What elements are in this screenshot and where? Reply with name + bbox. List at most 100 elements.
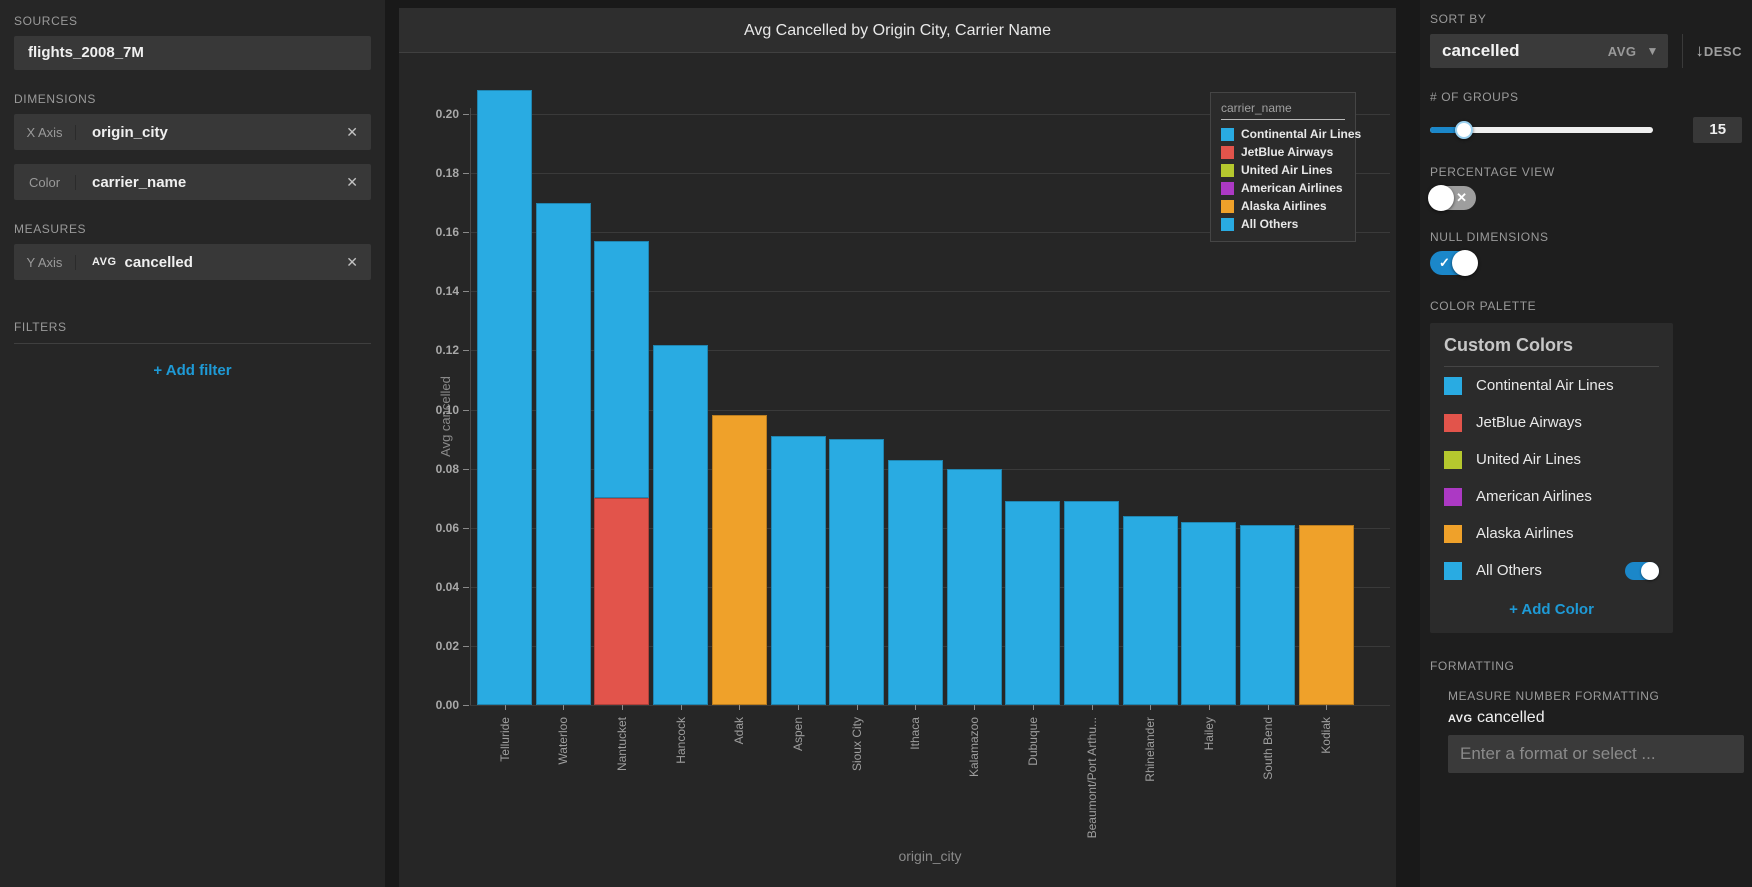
check-mark-icon: ✓ [1439, 255, 1450, 270]
x-tick-mark [856, 705, 858, 710]
x-tick-label: Kalamazoo [967, 717, 982, 778]
measure-number-formatting-label: MEASURE NUMBER FORMATTING [1448, 689, 1660, 703]
legend-item: American Airlines [1221, 181, 1345, 195]
y-tick-mark [463, 291, 469, 293]
num-groups-value: 15 [1693, 117, 1742, 143]
slider-track[interactable] [1430, 127, 1654, 133]
legend-item-label: United Air Lines [1241, 163, 1333, 177]
x-tick-mark [974, 705, 976, 710]
legend-color-swatch [1221, 217, 1234, 231]
bar-segment[interactable] [477, 90, 532, 705]
palette-color-swatch[interactable] [1444, 376, 1462, 395]
bar-segment[interactable] [829, 439, 885, 705]
legend-item-label: Alaska Airlines [1241, 199, 1327, 213]
add-filter-button[interactable]: + Add filter [153, 362, 232, 379]
bar-segment[interactable] [711, 415, 767, 705]
bar-segment[interactable] [535, 202, 591, 705]
legend-color-swatch [1221, 181, 1234, 195]
bar-chart[interactable]: Avg cancelled origin_city 0.00 0.02 0.04 0.… [399, 53, 1396, 886]
slider-fill [1430, 127, 1464, 133]
num-groups-label: # OF GROUPS [1430, 90, 1519, 104]
all-others-toggle[interactable] [1625, 561, 1659, 580]
legend-item: Alaska Airlines [1221, 199, 1345, 213]
y-tick-label: 0.16 [435, 225, 459, 240]
color-slot-label: Color [14, 174, 76, 190]
bar-segment[interactable] [594, 241, 650, 499]
legend-color-swatch [1221, 163, 1234, 177]
legend-item-label: JetBlue Airways [1241, 145, 1334, 159]
source-selector[interactable]: flights_2008_7M [14, 36, 371, 70]
chart-panel: Avg Cancelled by Origin City, Carrier Na… [399, 8, 1396, 887]
dimension-x-axis-field[interactable]: X Axis origin_city ✕ [14, 114, 371, 150]
palette-color-swatch[interactable] [1444, 487, 1462, 506]
y-tick-mark [463, 173, 469, 175]
number-format-input[interactable] [1448, 735, 1744, 773]
y-tick-mark [463, 705, 469, 706]
bar-segment[interactable] [594, 498, 650, 705]
x-tick-label: Rhinelander [1143, 717, 1158, 782]
bar-segment[interactable] [653, 344, 709, 705]
add-color-button[interactable]: + Add Color [1509, 601, 1594, 618]
x-tick-label: Hancock [673, 717, 688, 764]
legend-title-input[interactable]: carrier_name [1221, 101, 1345, 120]
gridline [470, 291, 1390, 293]
x-tick-mark [739, 705, 741, 710]
sort-direction-button[interactable]: ↓ DESC [1682, 34, 1742, 68]
legend-item-label: American Airlines [1241, 181, 1343, 195]
gridline [470, 350, 1390, 352]
percentage-view-toggle[interactable]: ✕ [1428, 185, 1476, 211]
legend-item-label: All Others [1241, 217, 1299, 231]
palette-color-swatch[interactable] [1444, 450, 1462, 469]
bar-segment[interactable] [770, 436, 826, 705]
x-axis-line [470, 705, 1390, 706]
x-tick-mark [680, 705, 682, 710]
y-tick-mark [463, 645, 469, 647]
null-dimensions-label: NULL DIMENSIONS [1430, 230, 1549, 244]
x-tick-mark [621, 705, 623, 710]
y-tick-mark [463, 468, 469, 470]
x-tick-label: Dubuque [1025, 717, 1040, 766]
palette-item-label: American Airlines [1476, 488, 1592, 505]
palette-color-swatch[interactable] [1444, 524, 1462, 543]
y-axis-slot-label: Y Axis [14, 254, 76, 270]
num-groups-slider[interactable] [1430, 121, 1654, 139]
x-tick-label: Beaumont/Port Arthu... [1084, 717, 1099, 839]
null-dimensions-toggle[interactable]: ✓ [1430, 250, 1478, 276]
bar-segment[interactable] [1298, 524, 1354, 705]
y-tick-mark [463, 232, 469, 234]
close-icon[interactable]: ✕ [346, 173, 358, 190]
chart-settings-panel: SORT BY cancelled AVG ▼ ↓ DESC # OF GROU… [1420, 0, 1752, 887]
y-tick-label: 0.04 [435, 579, 459, 594]
bar-segment[interactable] [946, 468, 1002, 705]
bar-segment[interactable] [1005, 501, 1061, 705]
palette-color-swatch[interactable] [1444, 413, 1462, 432]
legend-item: All Others [1221, 217, 1345, 231]
y-tick-mark [463, 586, 469, 588]
sort-direction-label: DESC [1703, 43, 1742, 59]
x-tick-label: Sioux City [849, 717, 864, 772]
gridline [470, 409, 1390, 411]
close-icon[interactable]: ✕ [346, 123, 358, 140]
dimensions-label: DIMENSIONS [14, 92, 97, 106]
x-axis-slot-label: X Axis [14, 124, 76, 140]
palette-title: Custom Colors [1444, 335, 1659, 367]
gridline [470, 114, 1390, 115]
x-axis-field-name: origin_city [92, 123, 168, 141]
bar-segment[interactable] [1181, 521, 1237, 705]
y-tick-label: 0.02 [435, 638, 459, 653]
legend-color-swatch [1221, 127, 1234, 141]
bar-segment[interactable] [887, 459, 943, 705]
bar-segment[interactable] [1064, 501, 1119, 705]
bar-segment[interactable] [1122, 515, 1178, 705]
slider-handle[interactable] [1454, 121, 1473, 139]
close-icon[interactable]: ✕ [346, 253, 358, 270]
palette-item: American Airlines [1444, 478, 1659, 515]
formatting-measure-field: cancelled [1476, 709, 1545, 726]
palette-item: Continental Air Lines [1444, 367, 1659, 404]
palette-color-swatch[interactable] [1444, 561, 1462, 580]
sort-field-select[interactable]: cancelled AVG ▼ [1430, 34, 1669, 68]
measure-y-axis-field[interactable]: Y Axis AVG cancelled ✕ [14, 244, 371, 280]
bar-segment[interactable] [1240, 524, 1296, 705]
dimension-color-field[interactable]: Color carrier_name ✕ [14, 164, 371, 200]
legend-color-swatch [1221, 199, 1234, 213]
